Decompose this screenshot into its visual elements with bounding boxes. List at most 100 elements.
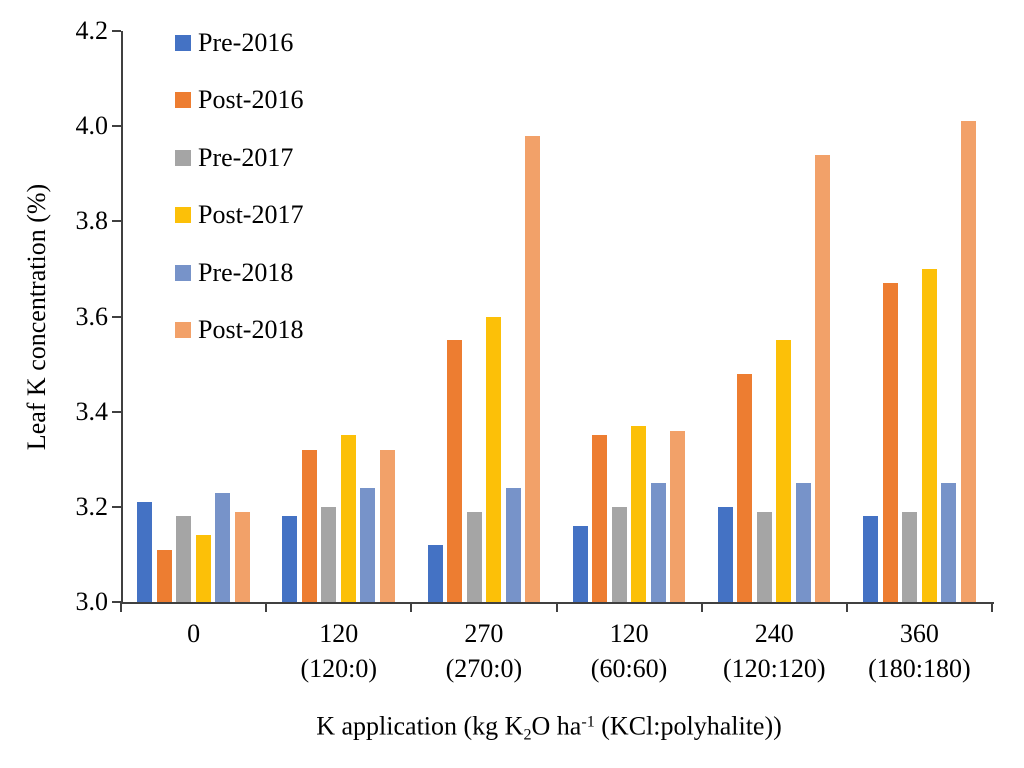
bar-pre-2016-cat4 xyxy=(717,506,733,602)
bar-pre-2017-cat1 xyxy=(321,506,337,602)
bar-post-2018-cat4 xyxy=(815,154,831,602)
bar-post-2018-cat1 xyxy=(379,449,395,602)
category-label-line2: (270:0) xyxy=(445,654,523,683)
category-label-line1: 120 xyxy=(609,619,649,648)
legend-entry-post-2016: Post-2016 xyxy=(175,86,303,114)
legend-swatch-icon xyxy=(175,322,191,338)
bar-post-2016-cat1 xyxy=(301,449,317,602)
category-label: 240 (120:120) xyxy=(702,616,847,686)
x-tick-mark xyxy=(120,603,122,612)
category-label-line1: 120 xyxy=(319,619,359,648)
x-tick-mark xyxy=(555,603,558,612)
x-tick-mark xyxy=(991,603,993,612)
bar-post-2018-cat2 xyxy=(525,135,541,602)
category-label: 120 (60:60) xyxy=(557,616,702,686)
bar-pre-2018-cat4 xyxy=(795,483,811,602)
x-axis-title-part: 2 xyxy=(523,726,532,744)
bar-pre-2016-cat2 xyxy=(427,544,443,602)
y-axis-title: Leaf K concentration (%) xyxy=(22,183,51,451)
x-axis-title: K application (kg K2O ha-1 (KCl:polyhali… xyxy=(316,712,782,745)
x-axis-title-part: K application (kg K xyxy=(316,711,524,741)
x-axis-title-part: O ha xyxy=(531,711,582,741)
bar-post-2018-cat5 xyxy=(960,121,976,602)
bar-pre-2017-cat4 xyxy=(756,511,772,602)
legend-swatch-icon xyxy=(175,207,191,224)
y-tick-label: 3.2 xyxy=(75,491,109,521)
legend-label: Post-2018 xyxy=(198,315,304,344)
y-tick-label: 4.0 xyxy=(75,111,109,141)
bar-post-2017-cat1 xyxy=(340,435,356,602)
x-tick-mark xyxy=(700,603,703,612)
legend-swatch-icon xyxy=(175,264,191,281)
bar-pre-2016-cat5 xyxy=(863,516,879,602)
legend-entry-post-2018: Post-2018 xyxy=(175,316,303,344)
y-tick-mark xyxy=(112,30,121,32)
bar-post-2017-cat2 xyxy=(486,316,502,602)
legend-entry-pre-2018: Pre-2018 xyxy=(175,259,293,287)
category-label: 270 (270:0) xyxy=(411,616,556,686)
category-label-line2: (60:60) xyxy=(590,654,668,683)
y-tick-label: 4.2 xyxy=(75,16,109,45)
y-tick-label: 3.0 xyxy=(75,587,109,616)
bar-pre-2016-cat3 xyxy=(572,525,588,602)
bar-group-0 xyxy=(121,31,266,602)
x-tick-mark xyxy=(845,603,848,612)
y-tick-label: 3.6 xyxy=(75,301,109,331)
bar-pre-2018-cat0 xyxy=(215,492,231,602)
category-label: 0 xyxy=(121,616,266,651)
category-label: 120 (120:0) xyxy=(266,616,411,686)
bar-post-2016-cat0 xyxy=(156,549,172,602)
x-axis-title-part: (KCl:polyhalite)) xyxy=(594,711,782,741)
legend-entry-post-2017: Post-2017 xyxy=(175,201,303,229)
legend-label: Post-2017 xyxy=(198,200,304,230)
bar-post-2018-cat0 xyxy=(234,511,250,602)
bar-pre-2017-cat3 xyxy=(611,506,627,602)
y-tick-mark xyxy=(112,601,121,603)
legend-swatch-icon xyxy=(175,35,191,51)
category-label-line1: 270 xyxy=(464,619,504,648)
legend-label: Pre-2016 xyxy=(198,28,294,57)
bar-pre-2018-cat1 xyxy=(360,487,376,602)
y-tick-mark xyxy=(112,220,121,223)
bar-post-2016-cat2 xyxy=(447,340,463,602)
x-axis-title-part: -1 xyxy=(581,713,595,731)
bar-post-2016-cat4 xyxy=(737,373,753,602)
y-tick-mark xyxy=(112,505,121,508)
y-tick-label: 3.4 xyxy=(75,396,109,426)
bar-pre-2017-cat2 xyxy=(466,511,482,602)
bar-pre-2018-cat5 xyxy=(941,483,957,602)
x-tick-mark xyxy=(410,603,413,612)
bar-group-270 xyxy=(411,31,556,602)
legend-swatch-icon xyxy=(175,92,191,109)
category-label-line2: (120:0) xyxy=(300,654,377,683)
y-tick-mark xyxy=(112,125,121,128)
legend-swatch-icon xyxy=(175,149,191,166)
bar-post-2017-cat0 xyxy=(195,535,211,602)
x-tick-mark xyxy=(265,603,268,612)
bar-pre-2017-cat5 xyxy=(902,511,918,602)
bar-pre-2016-cat0 xyxy=(137,502,153,602)
bar-post-2016-cat5 xyxy=(882,283,898,602)
legend-label: Pre-2017 xyxy=(198,142,294,172)
bar-post-2016-cat3 xyxy=(592,435,608,602)
y-tick-mark xyxy=(112,315,121,318)
bar-post-2017-cat5 xyxy=(921,268,937,602)
category-label-line1: 360 xyxy=(899,619,939,648)
category-label-line1: 240 xyxy=(754,619,794,648)
bar-post-2018-cat3 xyxy=(670,430,686,602)
legend-label: Post-2016 xyxy=(198,85,304,115)
legend-entry-pre-2017: Pre-2017 xyxy=(175,144,293,172)
bar-pre-2018-cat2 xyxy=(505,487,521,602)
category-label-line2: (180:180) xyxy=(868,654,971,683)
category-label: 360 (180:180) xyxy=(847,616,992,686)
bar-pre-2016-cat1 xyxy=(282,516,298,602)
bar-post-2017-cat3 xyxy=(631,425,647,602)
bar-group-360 xyxy=(847,31,992,602)
plot-area xyxy=(121,31,994,604)
y-tick-label: 3.8 xyxy=(75,206,109,236)
bar-pre-2017-cat0 xyxy=(176,516,192,602)
bar-post-2017-cat4 xyxy=(776,340,792,602)
bar-group-120 xyxy=(266,31,411,602)
bar-pre-2018-cat3 xyxy=(650,483,666,602)
